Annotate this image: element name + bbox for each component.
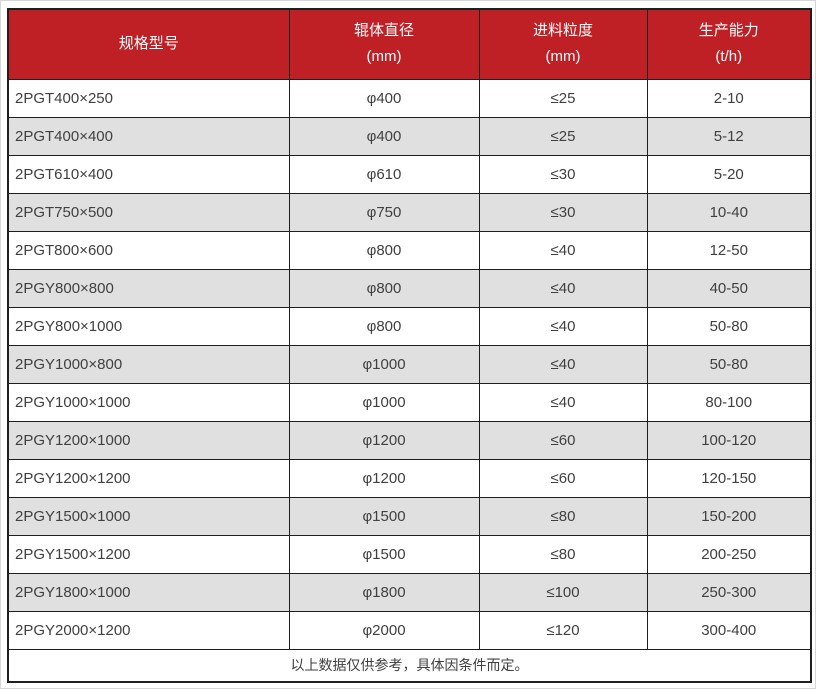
capacity-cell: 300-400 (646, 610, 812, 650)
diameter-cell: φ800 (288, 306, 480, 346)
capacity-cell: 50-80 (646, 344, 812, 384)
capacity-cell: 5-20 (646, 154, 812, 194)
model-cell: 2PGT400×250 (7, 78, 290, 118)
feed-size-cell: ≤40 (478, 344, 648, 384)
table-row: 2PGT400×400 φ400 ≤25 5-12 (7, 116, 812, 156)
model-cell: 2PGY1500×1200 (7, 534, 290, 574)
feed-size-cell: ≤100 (478, 572, 648, 612)
table-row: 2PGY2000×1200 φ2000 ≤120 300-400 (7, 610, 812, 650)
feed-size-cell: ≤40 (478, 268, 648, 308)
diameter-cell: φ610 (288, 154, 480, 194)
table-row: 2PGY1500×1200 φ1500 ≤80 200-250 (7, 534, 812, 574)
capacity-cell: 250-300 (646, 572, 812, 612)
column-header-feed-size: 进料粒度 (mm) (478, 8, 648, 80)
table-row: 2PGY1500×1000 φ1500 ≤80 150-200 (7, 496, 812, 536)
feed-size-cell: ≤25 (478, 78, 648, 118)
feed-size-cell: ≤80 (478, 496, 648, 536)
model-cell: 2PGY1000×1000 (7, 382, 290, 422)
diameter-cell: φ1200 (288, 420, 480, 460)
capacity-cell: 200-250 (646, 534, 812, 574)
model-cell: 2PGT750×500 (7, 192, 290, 232)
model-cell: 2PGY800×1000 (7, 306, 290, 346)
table-row: 2PGY1000×800 φ1000 ≤40 50-80 (7, 344, 812, 384)
header-row: 规格型号 辊体直径 (mm) 进料粒度 (mm) 生产能力 (t/h) (7, 8, 812, 80)
feed-size-cell: ≤30 (478, 154, 648, 194)
diameter-cell: φ400 (288, 116, 480, 156)
diameter-cell: φ750 (288, 192, 480, 232)
column-header-unit: (t/h) (715, 48, 743, 66)
diameter-cell: φ2000 (288, 610, 480, 650)
feed-size-cell: ≤80 (478, 534, 648, 574)
model-cell: 2PGY1200×1200 (7, 458, 290, 498)
capacity-cell: 50-80 (646, 306, 812, 346)
diameter-cell: φ1800 (288, 572, 480, 612)
table-row: 2PGT800×600 φ800 ≤40 12-50 (7, 230, 812, 270)
model-cell: 2PGY1500×1000 (7, 496, 290, 536)
feed-size-cell: ≤60 (478, 420, 648, 460)
diameter-cell: φ1500 (288, 534, 480, 574)
model-cell: 2PGY1000×800 (7, 344, 290, 384)
column-header-roller-diameter: 辊体直径 (mm) (288, 8, 480, 80)
diameter-cell: φ800 (288, 230, 480, 270)
column-header-unit: (mm) (366, 48, 402, 66)
feed-size-cell: ≤40 (478, 230, 648, 270)
table-footnote: 以上数据仅供参考，具体因条件而定。 (7, 648, 812, 683)
capacity-cell: 150-200 (646, 496, 812, 536)
model-cell: 2PGT800×600 (7, 230, 290, 270)
table-row: 2PGY1200×1000 φ1200 ≤60 100-120 (7, 420, 812, 460)
table-row: 2PGY800×1000 φ800 ≤40 50-80 (7, 306, 812, 346)
model-cell: 2PGY800×800 (7, 268, 290, 308)
feed-size-cell: ≤25 (478, 116, 648, 156)
table-row: 2PGY1000×1000 φ1000 ≤40 80-100 (7, 382, 812, 422)
footnote-row: 以上数据仅供参考，具体因条件而定。 (7, 648, 812, 683)
column-header-label: 进料粒度 (532, 22, 593, 40)
model-cell: 2PGT610×400 (7, 154, 290, 194)
feed-size-cell: ≤40 (478, 306, 648, 346)
capacity-cell: 5-12 (646, 116, 812, 156)
column-header-capacity: 生产能力 (t/h) (646, 8, 812, 80)
column-header-label: 辊体直径 (353, 22, 414, 40)
capacity-cell: 12-50 (646, 230, 812, 270)
table-row: 2PGT400×250 φ400 ≤25 2-10 (7, 78, 812, 118)
spec-table: 规格型号 辊体直径 (mm) 进料粒度 (mm) 生产能力 (t/h) 2PGT… (7, 8, 812, 683)
table-row: 2PGY1200×1200 φ1200 ≤60 120-150 (7, 458, 812, 498)
model-cell: 2PGY1800×1000 (7, 572, 290, 612)
feed-size-cell: ≤40 (478, 382, 648, 422)
diameter-cell: φ1000 (288, 382, 480, 422)
capacity-cell: 10-40 (646, 192, 812, 232)
feed-size-cell: ≤60 (478, 458, 648, 498)
diameter-cell: φ800 (288, 268, 480, 308)
capacity-cell: 40-50 (646, 268, 812, 308)
capacity-cell: 100-120 (646, 420, 812, 460)
model-cell: 2PGY1200×1000 (7, 420, 290, 460)
spec-table-body: 2PGT400×250 φ400 ≤25 2-10 2PGT400×400 φ400 ≤25… (7, 78, 812, 650)
table-row: 2PGT750×500 φ750 ≤30 10-40 (7, 192, 812, 232)
spec-table-footer: 以上数据仅供参考，具体因条件而定。 (7, 648, 812, 683)
feed-size-cell: ≤30 (478, 192, 648, 232)
diameter-cell: φ1500 (288, 496, 480, 536)
capacity-cell: 2-10 (646, 78, 812, 118)
column-header-model: 规格型号 (7, 8, 290, 80)
model-cell: 2PGY2000×1200 (7, 610, 290, 650)
column-header-unit: (mm) (545, 48, 581, 66)
feed-size-cell: ≤120 (478, 610, 648, 650)
diameter-cell: φ400 (288, 78, 480, 118)
table-row: 2PGT610×400 φ610 ≤30 5-20 (7, 154, 812, 194)
column-header-label: 规格型号 (118, 35, 179, 53)
spec-table-header: 规格型号 辊体直径 (mm) 进料粒度 (mm) 生产能力 (t/h) (7, 8, 812, 80)
diameter-cell: φ1000 (288, 344, 480, 384)
capacity-cell: 120-150 (646, 458, 812, 498)
column-header-label: 生产能力 (698, 22, 759, 40)
table-row: 2PGY800×800 φ800 ≤40 40-50 (7, 268, 812, 308)
diameter-cell: φ1200 (288, 458, 480, 498)
model-cell: 2PGT400×400 (7, 116, 290, 156)
capacity-cell: 80-100 (646, 382, 812, 422)
table-row: 2PGY1800×1000 φ1800 ≤100 250-300 (7, 572, 812, 612)
